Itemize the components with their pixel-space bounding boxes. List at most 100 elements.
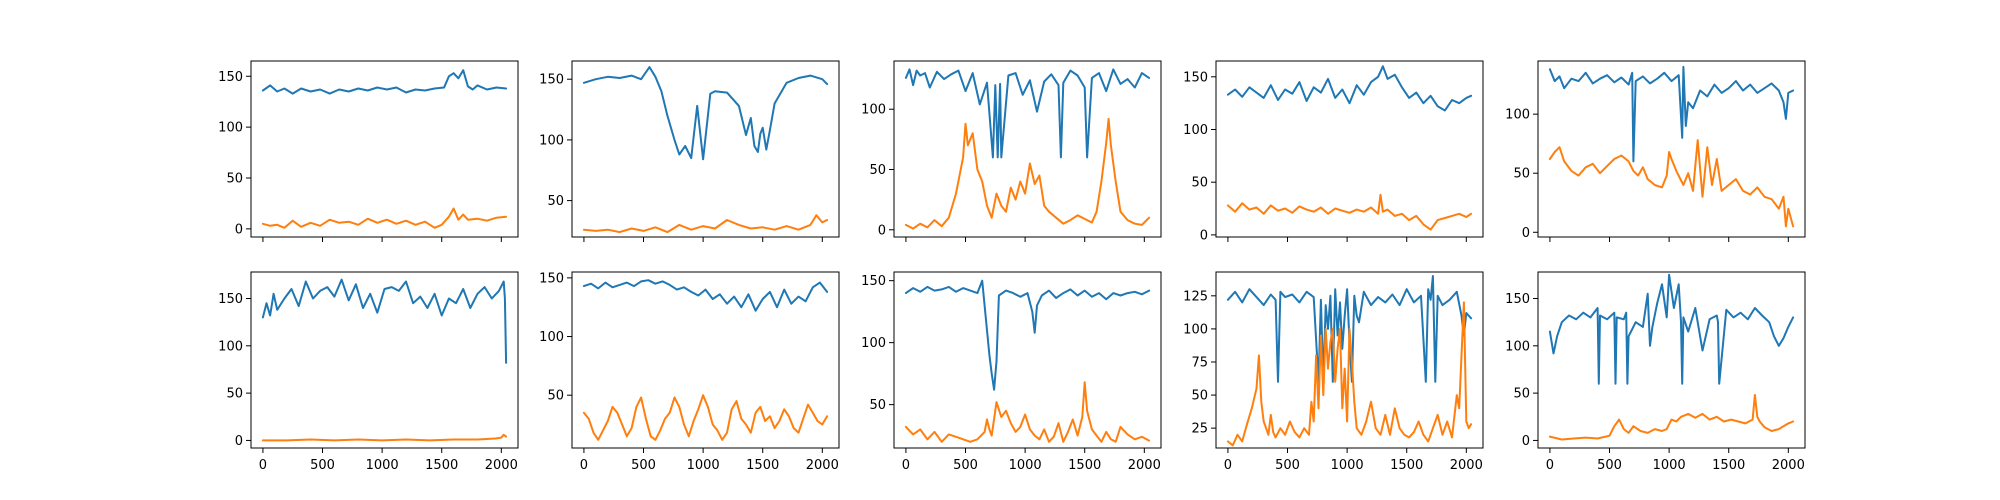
- subplot-2-ytick-label: 50: [547, 194, 564, 209]
- subplot-1-ytick-label: 100: [218, 121, 243, 136]
- subplot-4: 0 50 100 150: [1183, 60, 1484, 243]
- subplot-8-xtick-label: 1000: [1009, 458, 1042, 473]
- subplot-3-ytick-label: 50: [869, 163, 886, 178]
- subplot-7-xtick-label: 0: [580, 458, 588, 473]
- subplot-10-ytick-label: 150: [1505, 292, 1530, 307]
- subplot-7-ytick-label: 100: [539, 330, 564, 345]
- subplot-7-xtick-label: 2000: [806, 458, 839, 473]
- subplot-10-ytick-label: 0: [1522, 434, 1530, 449]
- subplot-4-ytick-label: 0: [1200, 228, 1208, 243]
- subplot-10-ytick-label: 100: [1505, 339, 1530, 354]
- subplot-8-frame: [893, 271, 1162, 449]
- subplot-4-series-1-line: [1226, 65, 1473, 112]
- subplot-6-xtick-label: 500: [310, 458, 335, 473]
- subplot-5-series-1-line: [1548, 65, 1795, 163]
- subplot-8-ytick-label: 150: [861, 274, 886, 289]
- subplot-3-ytick-label: 100: [861, 103, 886, 118]
- subplot-2-series-1-line: [582, 66, 829, 161]
- subplot-9-frame: [1215, 271, 1484, 449]
- subplot-7-series-1-line: [582, 279, 829, 312]
- subplot-7-ytick-label: 150: [539, 271, 564, 286]
- subplot-7-xtick-label: 1000: [687, 458, 720, 473]
- subplot-1-ytick-label: 150: [218, 70, 243, 85]
- subplot-10-xtick-label: 1500: [1712, 458, 1745, 473]
- subplot-10-xtick-label: 500: [1597, 458, 1622, 473]
- subplot-4-ytick-label: 100: [1183, 123, 1208, 138]
- subplot-10-series-2-line: [1548, 394, 1795, 441]
- subplot-6-frame: [250, 271, 519, 449]
- subplot-6-ytick-label: 0: [235, 434, 243, 449]
- subplot-9-series-2-line: [1226, 301, 1473, 447]
- subplot-5-ytick-label: 0: [1522, 226, 1530, 241]
- subplot-6-series-2-line: [261, 433, 508, 442]
- subplot-7-xtick-label: 500: [631, 458, 656, 473]
- subplot-8-ytick-label: 100: [861, 336, 886, 351]
- subplot-9-ytick-label: 125: [1183, 289, 1208, 304]
- subplot-3-ytick-label: 0: [878, 223, 886, 238]
- subplot-5: 0 50 100: [1505, 60, 1806, 242]
- subplot-10-xtick-label: 0: [1546, 458, 1554, 473]
- subplot-6-ytick-label: 150: [218, 292, 243, 307]
- subplot-3-series-1-line: [904, 68, 1151, 159]
- subplot-1-frame: [250, 60, 519, 238]
- subplot-7-series-2-line: [582, 394, 829, 441]
- subplot-9-xtick-label: 2000: [1450, 458, 1483, 473]
- subplot-7-frame: [571, 271, 840, 449]
- subplot-8-xtick-label: 500: [953, 458, 978, 473]
- subplot-9-xtick-label: 1000: [1331, 458, 1364, 473]
- subplot-6-xtick-label: 1000: [366, 458, 399, 473]
- subplot-8-xtick-label: 0: [902, 458, 910, 473]
- subplot-3-series-2-line: [904, 117, 1151, 230]
- subplot-8-ytick-label: 50: [869, 398, 886, 413]
- subplot-10-series-1-line: [1548, 273, 1795, 385]
- subplot-3-frame: [893, 60, 1162, 238]
- subplot-5-ytick-label: 100: [1505, 108, 1530, 123]
- subplot-2-ytick-label: 150: [539, 73, 564, 88]
- subplot-7-ytick-label: 50: [547, 389, 564, 404]
- subplot-5-ytick-label: 50: [1513, 167, 1530, 182]
- subplot-8-series-2-line: [904, 381, 1151, 443]
- subplot-9-series-1-line: [1226, 275, 1473, 383]
- subplot-1-series-1-line: [261, 69, 508, 95]
- subplot-4-ytick-label: 150: [1183, 70, 1208, 85]
- subplot-9-xtick-label: 0: [1224, 458, 1232, 473]
- subplot-5-series-2-line: [1548, 139, 1795, 228]
- subplot-1-series-2-line: [261, 207, 508, 229]
- subplot-9-ytick-label: 100: [1183, 322, 1208, 337]
- subplot-10-ytick-label: 50: [1513, 387, 1530, 402]
- subplot-9: 25 50 75 100 125 0 500 1000 1500 2000: [1183, 271, 1484, 473]
- subplot-8-series-1-line: [904, 279, 1151, 391]
- subplot-8-xtick-label: 1500: [1068, 458, 1101, 473]
- subplot-10-frame: [1537, 271, 1806, 449]
- subplot-1-ytick-label: 0: [235, 222, 243, 237]
- subplot-6-ytick-label: 50: [226, 387, 243, 402]
- subplot-9-xtick-label: 500: [1275, 458, 1300, 473]
- subplot-2: 50 100 150: [539, 60, 840, 242]
- subplot-9-ytick-label: 75: [1191, 355, 1208, 370]
- subplot-2-series-2-line: [582, 214, 829, 234]
- subplot-2-frame: [571, 60, 840, 238]
- subplot-9-ytick-label: 50: [1191, 389, 1208, 404]
- subplot-3: 0 50 100: [861, 60, 1162, 242]
- subplot-8-xtick-label: 2000: [1128, 458, 1161, 473]
- subplot-5-frame: [1537, 60, 1806, 238]
- subplot-4-frame: [1215, 60, 1484, 238]
- subplot-4-ytick-label: 50: [1191, 176, 1208, 191]
- subplot-1: 0 50 100 150: [218, 60, 519, 242]
- subplot-6-ytick-label: 100: [218, 339, 243, 354]
- subplot-4-series-2-line: [1226, 193, 1473, 231]
- subplot-1-ytick-label: 50: [226, 171, 243, 186]
- subplot-9-xtick-label: 1500: [1390, 458, 1423, 473]
- subplot-6-series-1-line: [261, 278, 508, 364]
- subplot-10-xtick-label: 1000: [1653, 458, 1686, 473]
- subplot-10-xtick-label: 2000: [1772, 458, 1805, 473]
- subplot-9-ytick-label: 25: [1191, 422, 1208, 437]
- subplot-6-xtick-label: 1500: [425, 458, 458, 473]
- subplot-7-xtick-label: 1500: [746, 458, 779, 473]
- subplot-6-xtick-label: 0: [259, 458, 267, 473]
